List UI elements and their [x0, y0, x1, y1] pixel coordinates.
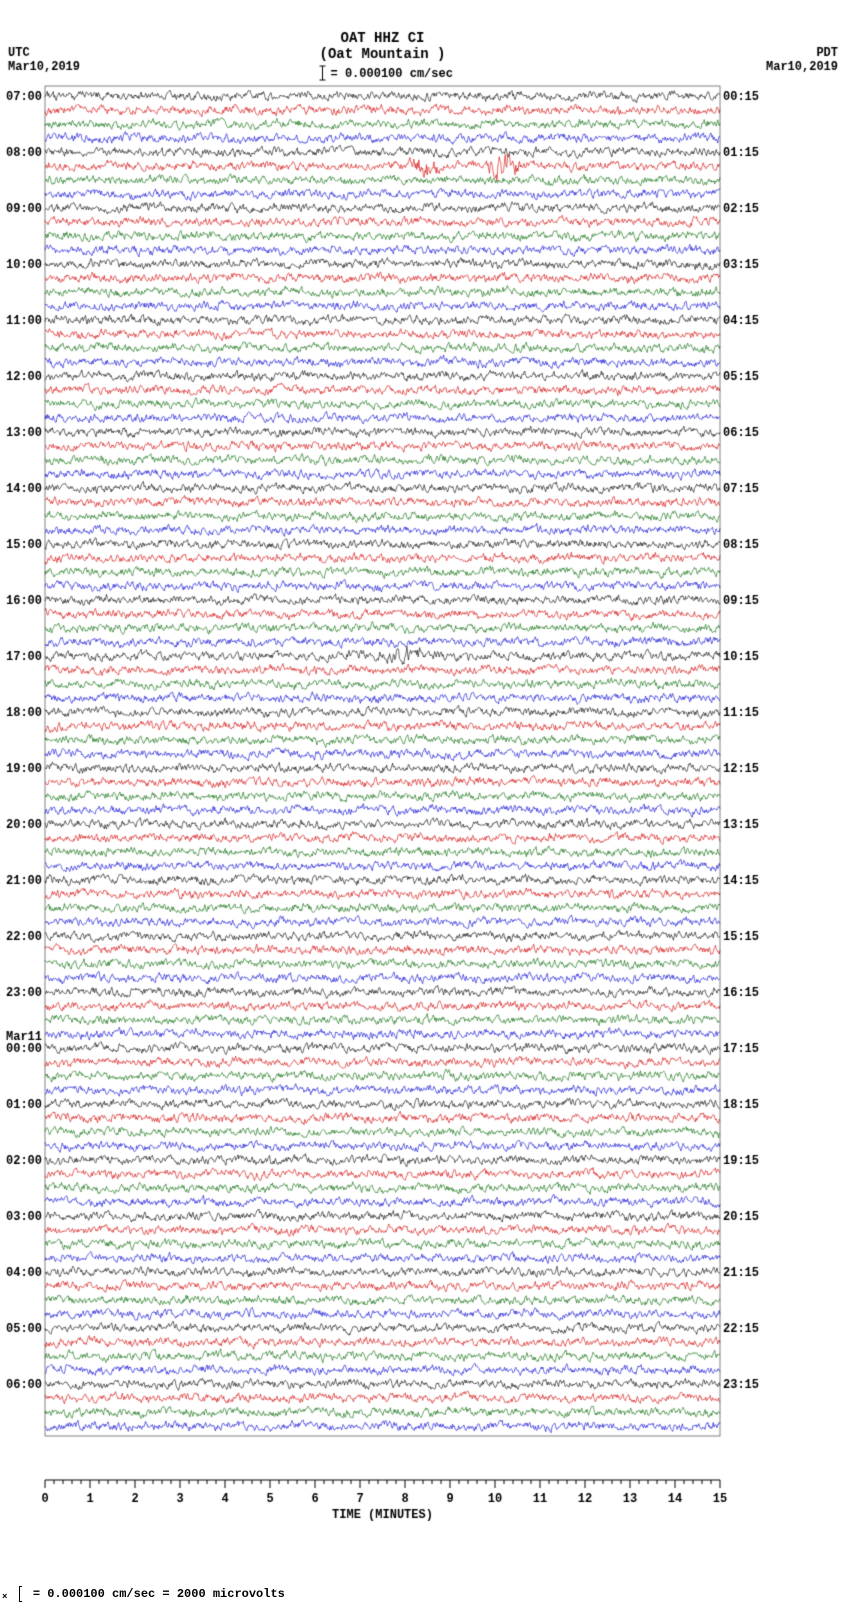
footer-scale-text: × = 0.000100 cm/sec = 2000 microvolts — [0, 1580, 850, 1608]
helicorder-plot — [0, 0, 850, 1580]
